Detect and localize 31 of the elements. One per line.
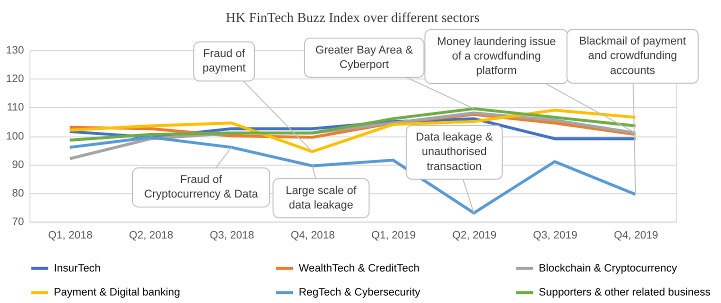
x-tick-label: Q1, 2018: [48, 230, 92, 242]
y-tick-label: 130: [6, 44, 24, 57]
annotation: Data leakage & unauthorised transaction: [416, 132, 494, 173]
annotation: Fraud of Cryptocurrency & Data: [144, 174, 259, 201]
y-tick-label: 110: [6, 102, 24, 114]
line-series: [68, 108, 637, 154]
x-tick-label: Q4, 2019: [614, 230, 658, 242]
y-tick-label: 80: [12, 187, 24, 200]
x-tick-label: Q4, 2018: [290, 230, 335, 242]
annotation: Money laundering issue of a crowdfunding platform: [437, 36, 556, 78]
annotation: Large scale of data leakage: [286, 184, 358, 212]
x-tick-label: Q3, 2019: [533, 230, 578, 242]
chart-title: HK FinTech Buzz Index over different sectors: [226, 10, 480, 26]
y-tick-label: 90: [12, 158, 24, 171]
line-series: [68, 107, 637, 142]
annotation: Fraud of payment: [202, 48, 247, 75]
annotation: Blackmail of payment and crowdfunding accounts: [579, 36, 687, 77]
x-tick-label: Q2, 2019: [452, 230, 497, 242]
legend-label: Blockchain & Cryptocurrency: [538, 262, 678, 274]
legend-label: RegTech & Cybersecurity: [298, 286, 421, 299]
x-tick-label: Q2, 2018: [128, 230, 174, 242]
x-tick-label: Q3, 2018: [210, 230, 254, 242]
y-tick-label: 70: [12, 216, 24, 228]
y-tick-label: 120: [6, 73, 24, 86]
legend-label: Payment & Digital banking: [54, 286, 180, 299]
y-tick-label: 100: [6, 130, 24, 142]
legend-label: Supporters & other related business: [538, 286, 711, 299]
annotation: Greater Bay Area & Cyberport: [315, 44, 414, 72]
x-tick-label: Q1, 2019: [371, 230, 416, 242]
legend-label: WealthTech & CreditTech: [298, 262, 420, 274]
legend-label: InsurTech: [54, 262, 101, 274]
